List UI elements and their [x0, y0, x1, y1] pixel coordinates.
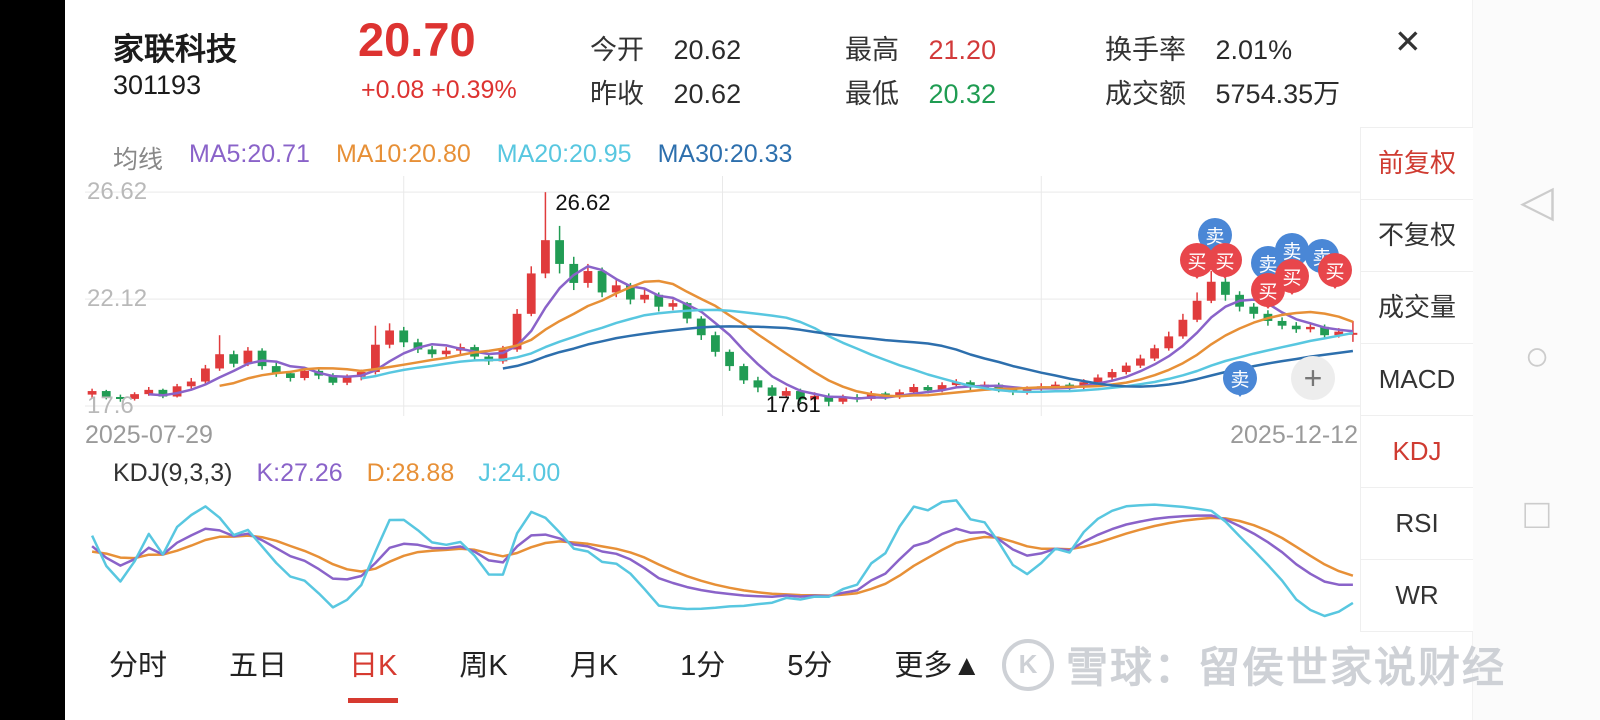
tab-fenshi[interactable]: 分时: [109, 650, 168, 682]
menu-item-volume[interactable]: 成交量: [1361, 272, 1473, 344]
trade-marker-sell: 卖: [1275, 233, 1309, 267]
peak-price-label: 26.62: [555, 190, 610, 215]
ma-legend-title: 均线: [113, 146, 164, 174]
tab-daily-k[interactable]: 日K: [349, 650, 398, 682]
kdj-k-value: K:27.26: [256, 459, 343, 487]
stat-prev-close-label: 昨收: [590, 79, 644, 109]
kdj-d-value: D:28.88: [366, 459, 455, 487]
kdj-k-line: [91, 514, 1353, 599]
kdj-j-line: [90, 499, 1354, 618]
trade-marker-buy: 买: [1208, 243, 1242, 277]
stat-open-value: 20.62: [673, 35, 742, 65]
ma5-line: [148, 265, 1354, 400]
ma30-line: [502, 325, 1354, 388]
indicator-menu: 前复权 不复权 成交量 MACD KDJ RSI WR: [1360, 127, 1473, 632]
stock-code: 301193: [113, 70, 202, 100]
trade-marker-sell: 卖: [1223, 361, 1257, 395]
tab-wuri[interactable]: 五日: [229, 650, 288, 682]
trade-marker-buy: 买: [1318, 253, 1352, 287]
ma-legend: 均线 MA5:20.71 MA10:20.80 MA20:20.95 MA30:…: [113, 140, 792, 176]
stat-amount: 成交额 5754.35万: [1105, 72, 1340, 111]
chart-start-date: 2025-07-29: [85, 421, 213, 449]
left-black-bar: [0, 0, 65, 720]
menu-item-bufuquan[interactable]: 不复权: [1361, 200, 1473, 272]
stat-turnover-rate-label: 换手率: [1105, 35, 1186, 65]
ma-lines-group: [148, 265, 1354, 400]
kdj-j-value: J:24.00: [478, 459, 561, 487]
stat-amount-label: 成交额: [1105, 79, 1186, 109]
price-change: +0.08 +0.39%: [361, 76, 517, 104]
close-icon[interactable]: ✕: [1394, 23, 1422, 60]
stat-low: 最低 20.32: [845, 72, 996, 111]
tab-weekly-k[interactable]: 周K: [459, 650, 508, 682]
android-recents-icon[interactable]: □: [1524, 490, 1550, 537]
stock-name: 家联科技: [113, 32, 237, 67]
stat-turnover-rate: 换手率 2.01%: [1105, 28, 1292, 67]
menu-item-qianfuquan[interactable]: 前复权: [1361, 128, 1473, 200]
grid-lines: [85, 176, 1360, 416]
kdj-chart[interactable]: [85, 492, 1360, 626]
stat-turnover-rate-value: 2.01%: [1215, 35, 1293, 65]
main-panel: 家联科技 301193 20.70 +0.08 +0.39% 今开 20.62 …: [65, 0, 1360, 720]
ma10-line: [219, 279, 1354, 398]
tab-more[interactable]: 更多▲: [894, 650, 982, 682]
ma20-line: [361, 308, 1354, 394]
android-home-icon[interactable]: ○: [1524, 332, 1550, 379]
stat-low-value: 20.32: [928, 79, 997, 109]
kdj-chart-svg: [90, 499, 1354, 618]
stat-open-label: 今开: [590, 35, 644, 65]
stat-high: 最高 21.20: [845, 28, 996, 67]
stat-low-label: 最低: [845, 79, 899, 109]
stat-amount-value: 5754.35万: [1215, 79, 1341, 109]
stat-prev-close-value: 20.62: [673, 79, 742, 109]
tab-1min[interactable]: 1分: [680, 650, 726, 682]
period-tabs: 分时 五日 日K 周K 月K 1分 5分 更多▲: [65, 630, 1404, 696]
menu-item-kdj[interactable]: KDJ: [1361, 416, 1473, 488]
android-back-icon[interactable]: ◁: [1520, 177, 1554, 226]
add-indicator-button[interactable]: +: [1291, 356, 1335, 400]
low-price-label: 17.61: [766, 392, 821, 417]
stat-prev-close: 昨收 20.62: [590, 72, 741, 111]
chart-end-date: 2025-12-12: [1230, 421, 1358, 449]
trade-marker-buy: 买: [1275, 259, 1309, 293]
menu-item-macd[interactable]: MACD: [1361, 344, 1473, 416]
ma5-legend: MA5:20.71: [189, 140, 310, 168]
ma30-legend: MA30:20.33: [657, 140, 793, 168]
kdj-d-line: [91, 516, 1354, 597]
candles-group: [87, 192, 1358, 407]
candlestick-chart-svg: 26.62 17.61: [85, 176, 1360, 417]
android-nav-rail: ◁ ○ □: [1472, 0, 1600, 720]
menu-item-wr[interactable]: WR: [1361, 560, 1473, 632]
menu-item-rsi[interactable]: RSI: [1361, 488, 1473, 560]
stat-high-value: 21.20: [928, 35, 997, 65]
kdj-legend: KDJ(9,3,3) K:27.26 D:28.88 J:24.00: [113, 459, 560, 488]
kdj-title: KDJ(9,3,3): [113, 459, 233, 487]
ma20-legend: MA20:20.95: [496, 140, 632, 168]
active-tab-indicator: [348, 698, 398, 703]
tab-5min[interactable]: 5分: [787, 650, 833, 682]
stat-open: 今开 20.62: [590, 28, 741, 67]
tab-monthly-k[interactable]: 月K: [569, 650, 619, 682]
stat-high-label: 最高: [845, 35, 899, 65]
current-price: 20.70: [358, 13, 476, 66]
ma10-legend: MA10:20.80: [335, 140, 471, 168]
